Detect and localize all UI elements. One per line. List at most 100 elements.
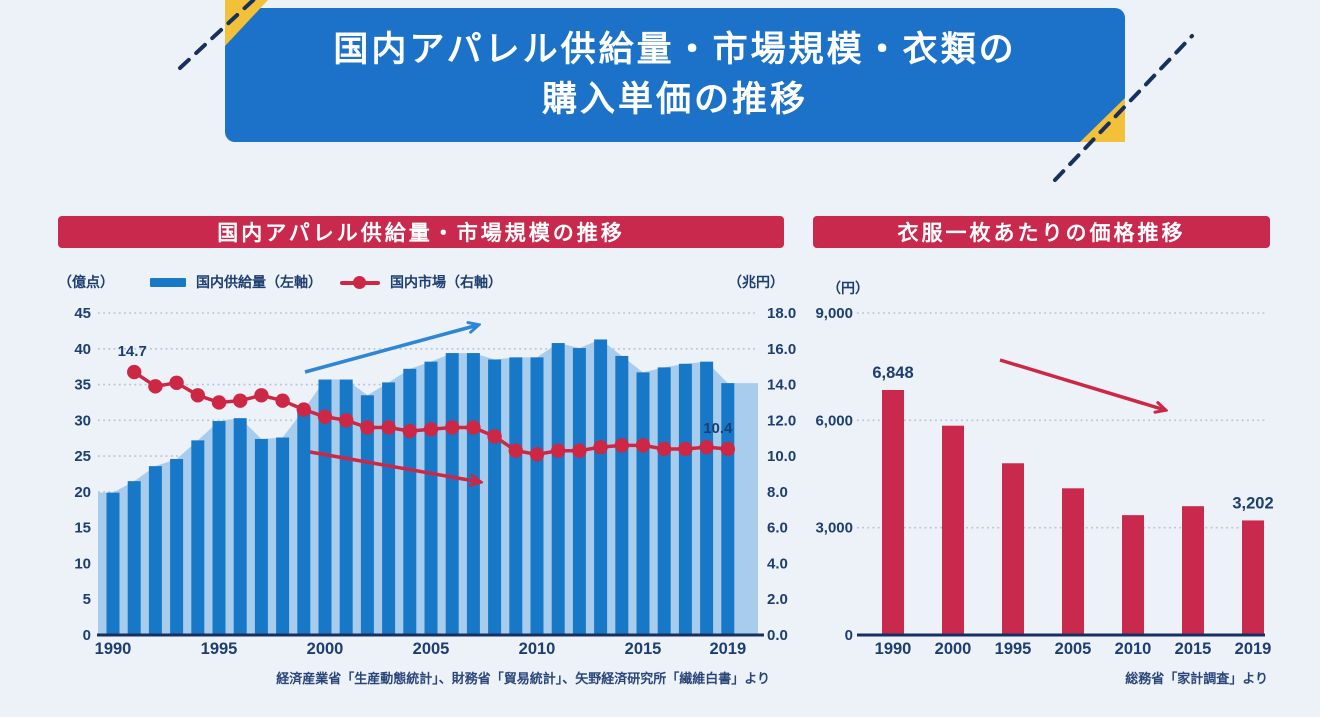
price-trend-arrow xyxy=(999,358,1165,410)
supply-bar-2012 xyxy=(572,348,586,635)
supply-bar-1997 xyxy=(254,438,268,635)
title-banner: 国内アパレル供給量・市場規模・衣類の 購入単価の推移 xyxy=(225,8,1125,142)
tick-label: 2019 xyxy=(1235,640,1272,658)
market-point-1993 xyxy=(169,375,184,390)
supply-bar-1991 xyxy=(127,481,141,635)
tick-label: 4.0 xyxy=(767,555,788,572)
legend-item-market: 国内市場（右軸） xyxy=(340,272,502,292)
tick-label: 2010 xyxy=(1115,640,1152,658)
supply-bar-2007 xyxy=(466,353,480,635)
tick-label: 40 xyxy=(74,341,91,358)
supply-bar-2008 xyxy=(488,359,502,635)
market-point-1997 xyxy=(254,388,269,403)
tick-label: 2000 xyxy=(307,640,344,658)
price-chart-title: 衣服一枚あたりの価格推移 xyxy=(813,216,1270,248)
supply-market-chart-title: 国内アパレル供給量・市場規模の推移 xyxy=(58,216,784,248)
market-point-2006 xyxy=(445,420,460,435)
supply-bar-1992 xyxy=(148,466,162,635)
supply-bar-2004 xyxy=(403,368,417,635)
bar-label-3,202: 3,202 xyxy=(1232,494,1273,512)
supply-bar-2014 xyxy=(615,355,629,635)
market-trend-arrow xyxy=(309,450,480,482)
supply-trend-arrow xyxy=(304,325,478,374)
supply-bar-1990 xyxy=(106,492,120,635)
tick-label: 3,000 xyxy=(815,520,853,537)
legend-market-label: 国内市場（右軸） xyxy=(390,274,502,290)
tick-label: 8.0 xyxy=(767,484,788,501)
market-point-2003 xyxy=(381,420,396,435)
price-chart-panel: 衣服一枚あたりの価格推移 （円） 6,848 3,202 0 3,000 6,000 9,… xyxy=(813,216,1274,696)
supply-bar-2009 xyxy=(509,357,523,635)
market-point-2002 xyxy=(360,420,375,435)
tick-label: 1995 xyxy=(995,640,1032,658)
price-svg: 6,848 3,202 0 3,000 6,000 9,000 1990 2000 1995 20… xyxy=(815,305,1273,658)
price-source: 総務省「家計調査」より xyxy=(1125,671,1268,686)
supply-bar-1994 xyxy=(191,440,205,635)
supply-bar-2018 xyxy=(700,361,714,635)
supply-bar-swatch xyxy=(150,277,186,287)
supply-bar-2001 xyxy=(339,379,353,635)
supply-bar-1999 xyxy=(297,409,311,635)
market-point-2019 xyxy=(720,441,735,457)
annotation-10.4: 10.4 xyxy=(703,420,733,437)
market-point-2007 xyxy=(466,420,481,435)
supply-bar-2017 xyxy=(678,363,692,635)
market-point-2013 xyxy=(593,439,608,455)
supply-market-source: 経済産業省「生産動態統計」、財務省「貿易統計」、矢野経済研究所「繊維白書」より xyxy=(276,671,770,686)
supply-market-svg: 14.7 10.4 0 5 10 15 20 25 30 35 40 45 0.0 2.0 4.0 6.0 8.… xyxy=(74,305,796,658)
tick-label: 1995 xyxy=(201,640,238,658)
left-axis-unit: （億点） xyxy=(58,274,114,290)
supply-bar-2011 xyxy=(551,343,565,635)
tick-label: 10 xyxy=(74,555,91,572)
price-plot: 6,848 3,202 0 3,000 6,000 9,000 1990 2000 1995 20… xyxy=(813,296,1273,668)
supply-bar-2006 xyxy=(445,353,459,635)
market-point-2010 xyxy=(529,447,545,462)
tick-label: 0.0 xyxy=(767,627,788,644)
supply-bar-2005 xyxy=(424,361,438,635)
tick-label: 45 xyxy=(74,305,91,322)
tick-label: 2010 xyxy=(519,640,556,658)
market-point-1992 xyxy=(148,379,163,394)
right-axis-unit: （兆円） xyxy=(728,274,784,290)
tick-label: 2015 xyxy=(625,640,662,658)
tick-label: 2005 xyxy=(1055,640,1092,658)
supply-bar-2002 xyxy=(360,395,374,635)
supply-bar-2010 xyxy=(530,357,544,635)
market-point-2000 xyxy=(317,409,333,424)
market-point-1996 xyxy=(233,393,248,408)
market-point-2004 xyxy=(402,423,417,439)
market-point-1998 xyxy=(275,393,290,408)
market-points xyxy=(127,364,735,462)
tick-label: 30 xyxy=(74,412,91,429)
supply-bar-2000 xyxy=(318,379,332,635)
supply-bar-2003 xyxy=(382,382,396,635)
tick-label: 2005 xyxy=(413,640,450,658)
tick-label: 18.0 xyxy=(767,305,796,322)
tick-label: 15 xyxy=(74,520,91,537)
market-line-swatch xyxy=(340,275,380,289)
price-bar-1995 xyxy=(1002,463,1024,635)
tick-label: 14.0 xyxy=(767,377,796,394)
market-point-2017 xyxy=(678,441,693,457)
price-bars xyxy=(882,389,1264,635)
supply-bar-2015 xyxy=(636,372,650,635)
price-bar-2000 xyxy=(942,425,964,635)
tick-label: 2000 xyxy=(935,640,972,658)
market-point-2001 xyxy=(339,413,354,428)
tick-label: 0 xyxy=(83,627,91,644)
tick-label: 5 xyxy=(83,591,91,608)
market-point-2018 xyxy=(699,439,714,455)
tick-label: 12.0 xyxy=(767,412,796,429)
tick-label: 2015 xyxy=(1175,640,1212,658)
tick-label: 2019 xyxy=(709,640,746,658)
legend-item-supply: 国内供給量（左軸） xyxy=(150,272,322,292)
supply-market-legend: （億点） 国内供給量（左軸） 国内市場（右軸） （兆円） xyxy=(58,272,784,292)
market-point-2012 xyxy=(572,443,587,458)
supply-bar-1993 xyxy=(170,458,184,635)
title-line-2: 購入単価の推移 xyxy=(541,80,808,119)
market-point-2011 xyxy=(551,443,566,458)
market-point-2009 xyxy=(508,443,523,458)
bar-label-6,848: 6,848 xyxy=(872,364,913,382)
tick-label: 9,000 xyxy=(815,305,853,322)
